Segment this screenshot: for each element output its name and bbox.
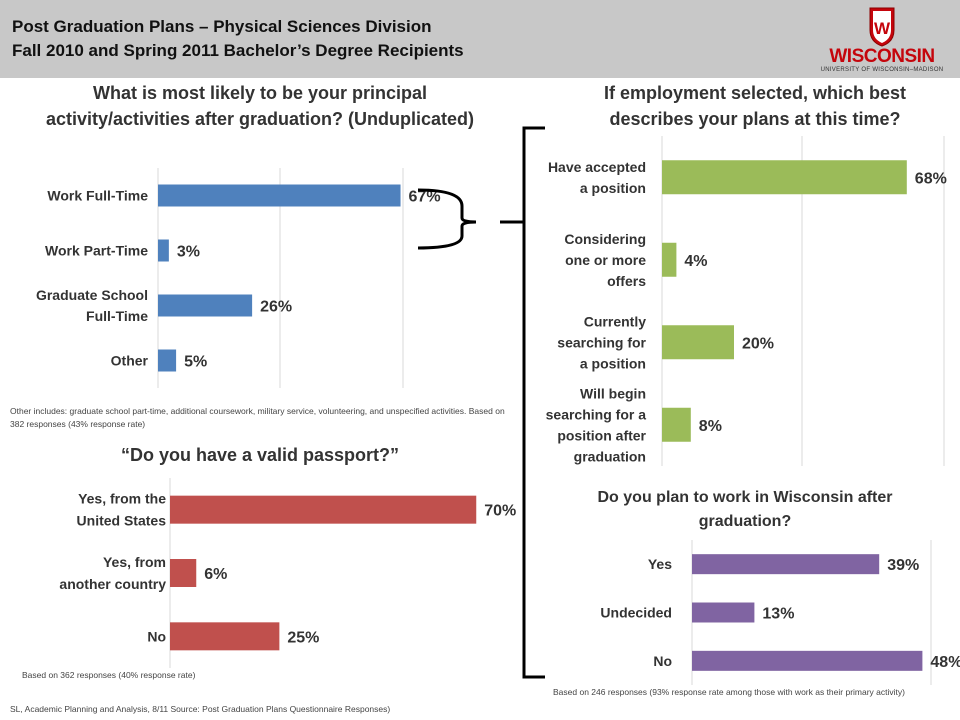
wisconsin-bar <box>692 602 755 623</box>
uw-logo: W WISCONSIN UNIVERSITY OF WISCONSIN–MADI… <box>812 4 952 76</box>
activity-category-label: Other <box>111 353 149 369</box>
passport-bar <box>170 622 280 651</box>
wisconsin-chart-title: Do you plan to work in Wisconsin after g… <box>597 489 893 530</box>
passport-category-label: Yes, from the <box>78 491 166 507</box>
wisconsin-bar <box>692 650 923 671</box>
employment-value-label: 68% <box>915 170 947 187</box>
wisconsin-value-label: 48% <box>930 654 960 671</box>
employment-value-label: 20% <box>742 335 774 352</box>
activity-category-label: Work Part-Time <box>45 243 148 259</box>
activity-category-label: Graduate School <box>36 287 148 303</box>
logo-wordmark: WISCONSIN <box>829 46 935 67</box>
passport-bar <box>170 495 477 524</box>
employment-bar <box>662 242 677 277</box>
employment-category-label: a position <box>580 180 646 196</box>
passport-chart: 70% Yes, from the United States 6% Yes, from… <box>59 478 516 668</box>
activity-bar <box>158 349 177 372</box>
employment-category-label: Have accepted <box>548 159 646 175</box>
employment-bar <box>662 407 691 442</box>
employment-category-label: Will begin <box>580 385 646 401</box>
activity-value-label: 67% <box>409 189 441 206</box>
activity-value-label: 3% <box>177 244 200 261</box>
employment-category-label: searching for <box>557 334 646 350</box>
crest-icon: W <box>869 7 895 47</box>
activity-category-label: Work Full-Time <box>47 188 148 204</box>
page-title: Post Graduation Plans – Physical Science… <box>12 17 432 36</box>
activity-category-label: Full-Time <box>86 308 148 324</box>
employment-category-label: offers <box>607 273 646 289</box>
employment-category-label: a position <box>580 355 646 371</box>
employment-category-label: Currently <box>584 313 646 329</box>
activity-bar <box>158 184 401 207</box>
activity-note: Other includes: graduate school part-tim… <box>10 406 505 429</box>
passport-value-label: 70% <box>484 503 516 520</box>
wisconsin-value-label: 39% <box>887 557 919 574</box>
employment-category-label: position after <box>557 427 646 443</box>
employment-category-label: graduation <box>574 448 646 464</box>
passport-value-label: 25% <box>287 629 319 646</box>
passport-category-label: No <box>147 628 166 644</box>
employment-category-label: searching for a <box>546 406 647 422</box>
footer-source: SL, Academic Planning and Analysis, 8/11… <box>10 704 391 714</box>
passport-category-label: United States <box>77 513 167 529</box>
passport-bar <box>170 559 197 587</box>
employment-bar <box>662 325 734 360</box>
passport-category-label: Yes, from <box>103 554 166 570</box>
logo-subtitle: UNIVERSITY OF WISCONSIN–MADISON <box>820 67 944 73</box>
wisconsin-note: Based on 246 responses (93% response rat… <box>553 687 905 697</box>
wisconsin-category-label: No <box>653 653 672 669</box>
passport-value-label: 6% <box>204 566 227 583</box>
employment-bar <box>662 160 907 195</box>
passport-chart-title: “Do you have a valid passport?” <box>120 445 400 465</box>
employment-value-label: 8% <box>699 418 722 435</box>
page-subtitle: Fall 2010 and Spring 2011 Bachelor’s Deg… <box>12 41 464 60</box>
activity-chart-title: What is most likely to be your principal… <box>45 83 475 129</box>
activity-chart: 67% Work Full-Time 3% Work Part-Time 26% Grad… <box>36 168 441 388</box>
wisconsin-category-label: Undecided <box>600 605 672 621</box>
passport-category-label: another country <box>59 576 166 592</box>
wisconsin-chart: 39% Yes 13% Undecided 48% No <box>600 540 960 685</box>
activity-value-label: 5% <box>184 354 207 371</box>
employment-category-label: one or more <box>565 252 646 268</box>
employment-category-label: Considering <box>564 231 646 247</box>
crest-letter: W <box>874 19 891 38</box>
employment-chart-title: If employment selected, which best descr… <box>603 83 907 129</box>
activity-bar <box>158 239 169 262</box>
wisconsin-category-label: Yes <box>648 556 672 572</box>
employment-value-label: 4% <box>684 253 707 270</box>
employment-chart: 68% Have accepted a position 4% Considering o… <box>546 136 947 466</box>
passport-note: Based on 362 responses (40% response rat… <box>22 670 196 680</box>
activity-value-label: 26% <box>260 299 292 316</box>
wisconsin-bar <box>692 554 880 575</box>
wisconsin-value-label: 13% <box>762 606 794 623</box>
header-bar: Post Graduation Plans – Physical Science… <box>0 0 960 78</box>
activity-bar <box>158 294 253 317</box>
